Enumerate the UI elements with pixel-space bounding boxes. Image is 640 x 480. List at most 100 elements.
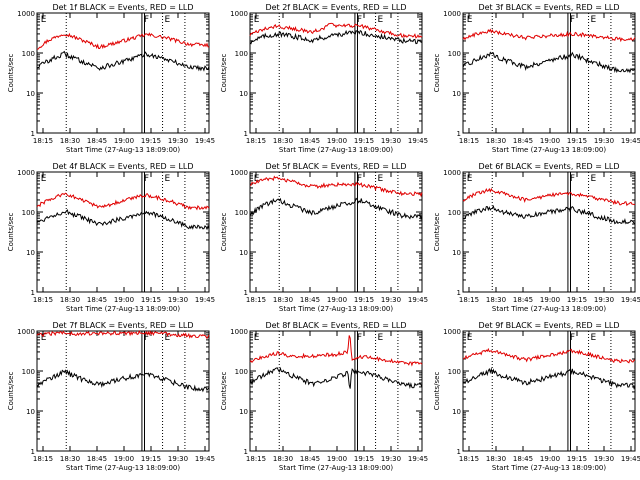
segment-annotation: E [378,15,384,25]
detector-panel-3: Det 3f BLACK = Events, RED = LLD 1 10 100 10… [433,3,640,154]
x-tick-label: 18:15 [33,455,53,463]
x-tick-label: 18:45 [513,137,533,145]
x-tick-label: 19:30 [168,455,188,463]
detector-panel-7: Det 7f BLACK = Events, RED = LLD 1 10 100 10… [7,321,215,472]
x-tick-label: 19:45 [621,296,640,304]
y-tick-label: 10 [26,90,35,98]
x-tick-label: 19:45 [195,296,215,304]
detector-panel-1: Det 1f BLACK = Events, RED = LLD 1 10 100 10… [7,3,215,154]
x-tick-label: 19:00 [540,137,560,145]
x-tick-label: 18:15 [459,137,479,145]
y-tick-label: 10 [26,249,35,257]
x-tick-label: 18:45 [300,296,320,304]
lld-trace [249,175,423,198]
y-tick-label: 1 [244,289,248,297]
segment-annotation: E [591,174,597,184]
plot-frame [462,171,636,293]
y-tick-label: 1000 [17,10,35,18]
x-tick-label: 18:15 [246,137,266,145]
segment-annotation: E [254,174,260,184]
lld-trace [36,329,210,340]
y-tick-label: 100 [448,209,461,217]
y-axis-label: Counts/sec [7,54,15,93]
lld-trace [249,22,423,39]
y-axis-label: Counts/sec [433,54,441,93]
x-axis-label: Start Time (27-Aug-13 18:09:00) [492,464,606,472]
y-tick-label: 10 [239,249,248,257]
x-tick-label: 18:15 [33,137,53,145]
x-tick-label: 19:15 [567,137,587,145]
x-tick-label: 19:15 [141,296,161,304]
events-trace [462,367,636,390]
plot-frame [249,12,423,134]
x-tick-label: 19:15 [354,137,374,145]
y-axis-label: Counts/sec [220,54,228,93]
y-axis-label: Counts/sec [433,213,441,252]
segment-annotation: E [41,15,47,25]
y-tick-label: 100 [448,50,461,58]
lld-trace [463,347,636,364]
y-tick-label: 1 [244,130,248,138]
x-tick-label: 18:45 [87,137,107,145]
panel-title: Det 6f BLACK = Events, RED = LLD [478,162,619,171]
segment-annotation: E [378,333,384,343]
segment-annotation: E [467,174,473,184]
segment-annotation: F [570,333,575,343]
x-tick-label: 19:00 [327,137,347,145]
events-trace [36,50,210,72]
y-tick-label: 1000 [230,328,248,336]
x-axis-label: Start Time (27-Aug-13 18:09:00) [279,305,393,313]
panel-title: Det 1f BLACK = Events, RED = LLD [52,3,193,12]
y-tick-label: 1 [457,289,461,297]
plot-frame [36,330,210,452]
events-trace [36,209,210,231]
x-tick-label: 19:30 [594,296,614,304]
x-tick-label: 19:15 [354,455,374,463]
y-tick-label: 1 [244,448,248,456]
x-tick-label: 18:45 [300,137,320,145]
detector-panel-6: Det 6f BLACK = Events, RED = LLD 1 10 100 10… [433,162,640,313]
x-axis-label: Start Time (27-Aug-13 18:09:00) [492,305,606,313]
segment-annotation: E [378,174,384,184]
x-tick-label: 19:45 [408,137,428,145]
y-axis-label: Counts/sec [220,372,228,411]
x-tick-label: 19:30 [594,137,614,145]
y-tick-label: 1 [31,448,35,456]
plot-frame [36,171,210,293]
panel-title: Det 2f BLACK = Events, RED = LLD [265,3,406,12]
lld-trace [36,32,210,50]
x-tick-label: 19:30 [381,455,401,463]
x-tick-label: 18:30 [486,455,506,463]
lld-trace [462,187,636,207]
y-tick-label: 1 [31,130,35,138]
segment-annotation: E [591,333,597,343]
x-tick-label: 18:45 [300,455,320,463]
x-tick-label: 19:15 [567,296,587,304]
x-tick-label: 18:45 [87,455,107,463]
y-tick-label: 1000 [230,169,248,177]
plot-frame [249,330,423,452]
plot-frame [249,171,423,293]
segment-annotation: E [254,15,260,25]
y-tick-label: 1 [457,130,461,138]
detector-panel-9: Det 9f BLACK = Events, RED = LLD 1 10 100 10… [433,321,640,472]
x-tick-label: 19:15 [141,455,161,463]
panel-title: Det 4f BLACK = Events, RED = LLD [52,162,193,171]
x-tick-label: 19:30 [381,137,401,145]
segment-annotation: E [591,15,597,25]
x-tick-label: 19:30 [594,455,614,463]
x-tick-label: 18:30 [273,137,293,145]
x-axis-label: Start Time (27-Aug-13 18:09:00) [66,305,180,313]
y-tick-label: 100 [235,209,248,217]
x-tick-label: 18:30 [60,455,80,463]
y-tick-label: 100 [235,50,248,58]
y-tick-label: 10 [26,408,35,416]
x-tick-label: 19:45 [408,296,428,304]
plot-frame [462,330,636,452]
events-trace [462,51,636,74]
y-tick-label: 1000 [17,328,35,336]
segment-annotation: F [144,174,149,184]
events-trace [36,369,210,393]
x-tick-label: 18:45 [513,455,533,463]
